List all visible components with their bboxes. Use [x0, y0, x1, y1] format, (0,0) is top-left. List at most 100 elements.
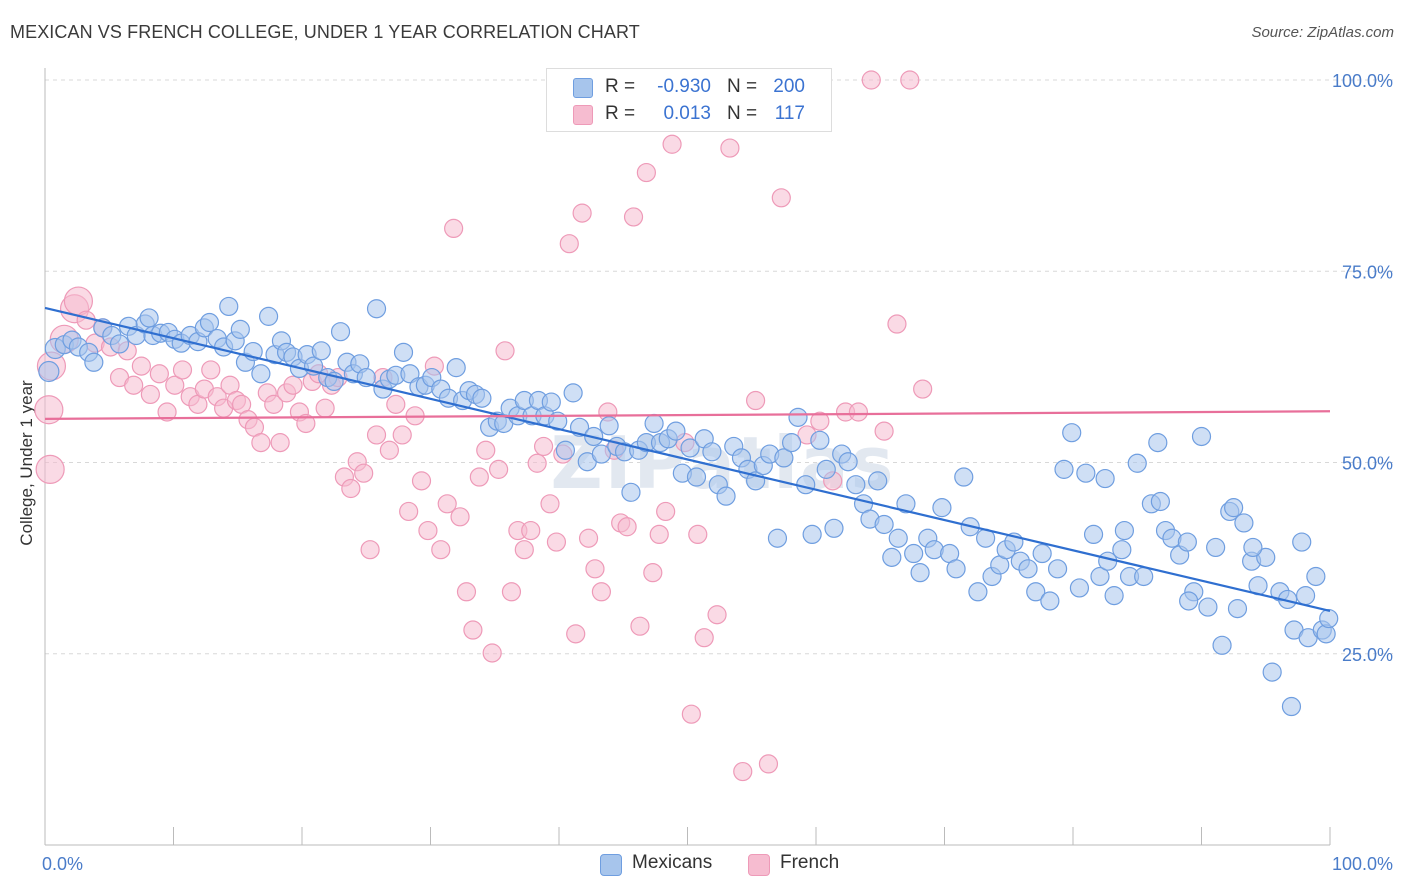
mexicans-point	[1206, 537, 1226, 558]
mexicans-point	[563, 383, 583, 403]
legend-swatch-french	[748, 854, 770, 876]
mexicans-point	[1114, 520, 1135, 541]
mexicans-point	[888, 528, 908, 548]
mexicans-trend-line	[44, 306, 1331, 612]
french-point	[566, 624, 586, 644]
legend-n-value: 117	[774, 103, 805, 124]
french-point	[34, 395, 64, 425]
mexicans-point	[621, 482, 641, 502]
french-point	[546, 532, 567, 552]
mexicans-point	[258, 306, 279, 326]
french-point	[418, 520, 438, 541]
mexicans-points	[38, 296, 1339, 717]
y-tick-label: 50.0%	[1342, 454, 1393, 474]
mexicans-point	[686, 467, 707, 487]
french-point	[283, 375, 303, 395]
mexicans-point	[1306, 566, 1326, 587]
french-point	[630, 616, 650, 636]
french-point	[649, 524, 669, 545]
french-point	[172, 360, 193, 380]
french-point	[591, 582, 612, 602]
mexicans-point	[219, 296, 239, 317]
mexicans-point	[1090, 566, 1110, 587]
french-point	[720, 138, 740, 158]
mexicans-point	[1198, 597, 1218, 617]
x-tick-label-min: 0.0%	[42, 854, 83, 874]
mexicans-point	[555, 440, 576, 460]
mexicans-point	[38, 360, 60, 383]
french-point	[201, 360, 221, 380]
mexicans-point	[1295, 586, 1316, 606]
mexicans-point	[366, 299, 387, 319]
french-point	[758, 754, 779, 774]
legend-row-french: R = 0.013 N = 117	[547, 100, 831, 128]
mexicans-point	[816, 459, 836, 479]
series-legend: Mexicans French	[0, 852, 1406, 878]
mexicans-point	[1212, 635, 1232, 655]
french-point	[643, 563, 663, 583]
legend-r-value: -0.930	[657, 76, 711, 97]
french-point	[264, 394, 284, 414]
mexicans-point	[591, 444, 612, 464]
mexicans-point	[1040, 591, 1060, 611]
french-point	[437, 494, 457, 514]
mexicans-point	[882, 547, 902, 567]
mexicans-point	[1112, 540, 1132, 560]
french-point	[315, 398, 335, 418]
mexicans-point	[644, 413, 664, 434]
mexicans-point	[1134, 566, 1154, 587]
mexicans-point	[330, 322, 351, 342]
mexicans-point	[702, 442, 722, 462]
mexicans-point	[954, 467, 974, 487]
mexicans-point	[1319, 608, 1339, 629]
legend-swatch-mexicans	[573, 78, 593, 98]
mexicans-point	[311, 341, 331, 361]
legend-label-mexicans: Mexicans	[632, 852, 713, 873]
mexicans-point	[1179, 591, 1199, 611]
mexicans-point	[946, 559, 966, 579]
mexicans-point	[1243, 537, 1263, 558]
french-point	[521, 520, 541, 541]
legend-r-label: R =	[605, 76, 636, 97]
chart-title: MEXICAN VS FRENCH COLLEGE, UNDER 1 YEAR …	[10, 22, 640, 42]
french-point	[585, 559, 605, 579]
mexicans-point	[1127, 453, 1147, 473]
trend-lines	[44, 306, 1331, 612]
french-point	[251, 433, 271, 453]
mexicans-point	[896, 494, 916, 514]
mexicans-point	[1292, 532, 1312, 552]
legend-swatch-mexicans	[600, 854, 622, 876]
mexicans-point	[199, 312, 220, 333]
y-tick-label: 100.0%	[1332, 71, 1393, 91]
french-point	[694, 628, 714, 648]
mexicans-point	[446, 358, 466, 378]
french-point	[270, 433, 290, 453]
source-label: Source: ZipAtlas.com	[1251, 24, 1394, 41]
mexicans-point	[1069, 578, 1090, 598]
mexicans-point	[400, 364, 420, 384]
mexicans-point	[796, 475, 816, 495]
mexicans-point	[968, 582, 988, 602]
mexicans-point	[1281, 696, 1302, 717]
mexicans-point	[251, 364, 271, 384]
french-point	[501, 582, 522, 602]
legend-r-value: 0.013	[663, 103, 711, 124]
mexicans-point	[680, 438, 700, 458]
mexicans-point	[910, 563, 930, 583]
mexicans-point	[838, 452, 858, 472]
mexicans-point	[84, 352, 104, 372]
mexicans-point	[868, 471, 888, 491]
french-point	[861, 70, 881, 90]
mexicans-point	[1262, 662, 1282, 682]
mexicans-point	[472, 388, 492, 408]
y-tick-label: 25.0%	[1342, 645, 1393, 665]
mexicans-point	[1191, 426, 1212, 447]
mexicans-point	[932, 498, 952, 518]
french-point	[656, 501, 676, 522]
mexicans-point	[1104, 586, 1124, 606]
french-point	[810, 411, 830, 431]
mexicans-point	[781, 433, 802, 453]
french-point	[887, 314, 907, 334]
mexicans-point	[824, 518, 844, 538]
